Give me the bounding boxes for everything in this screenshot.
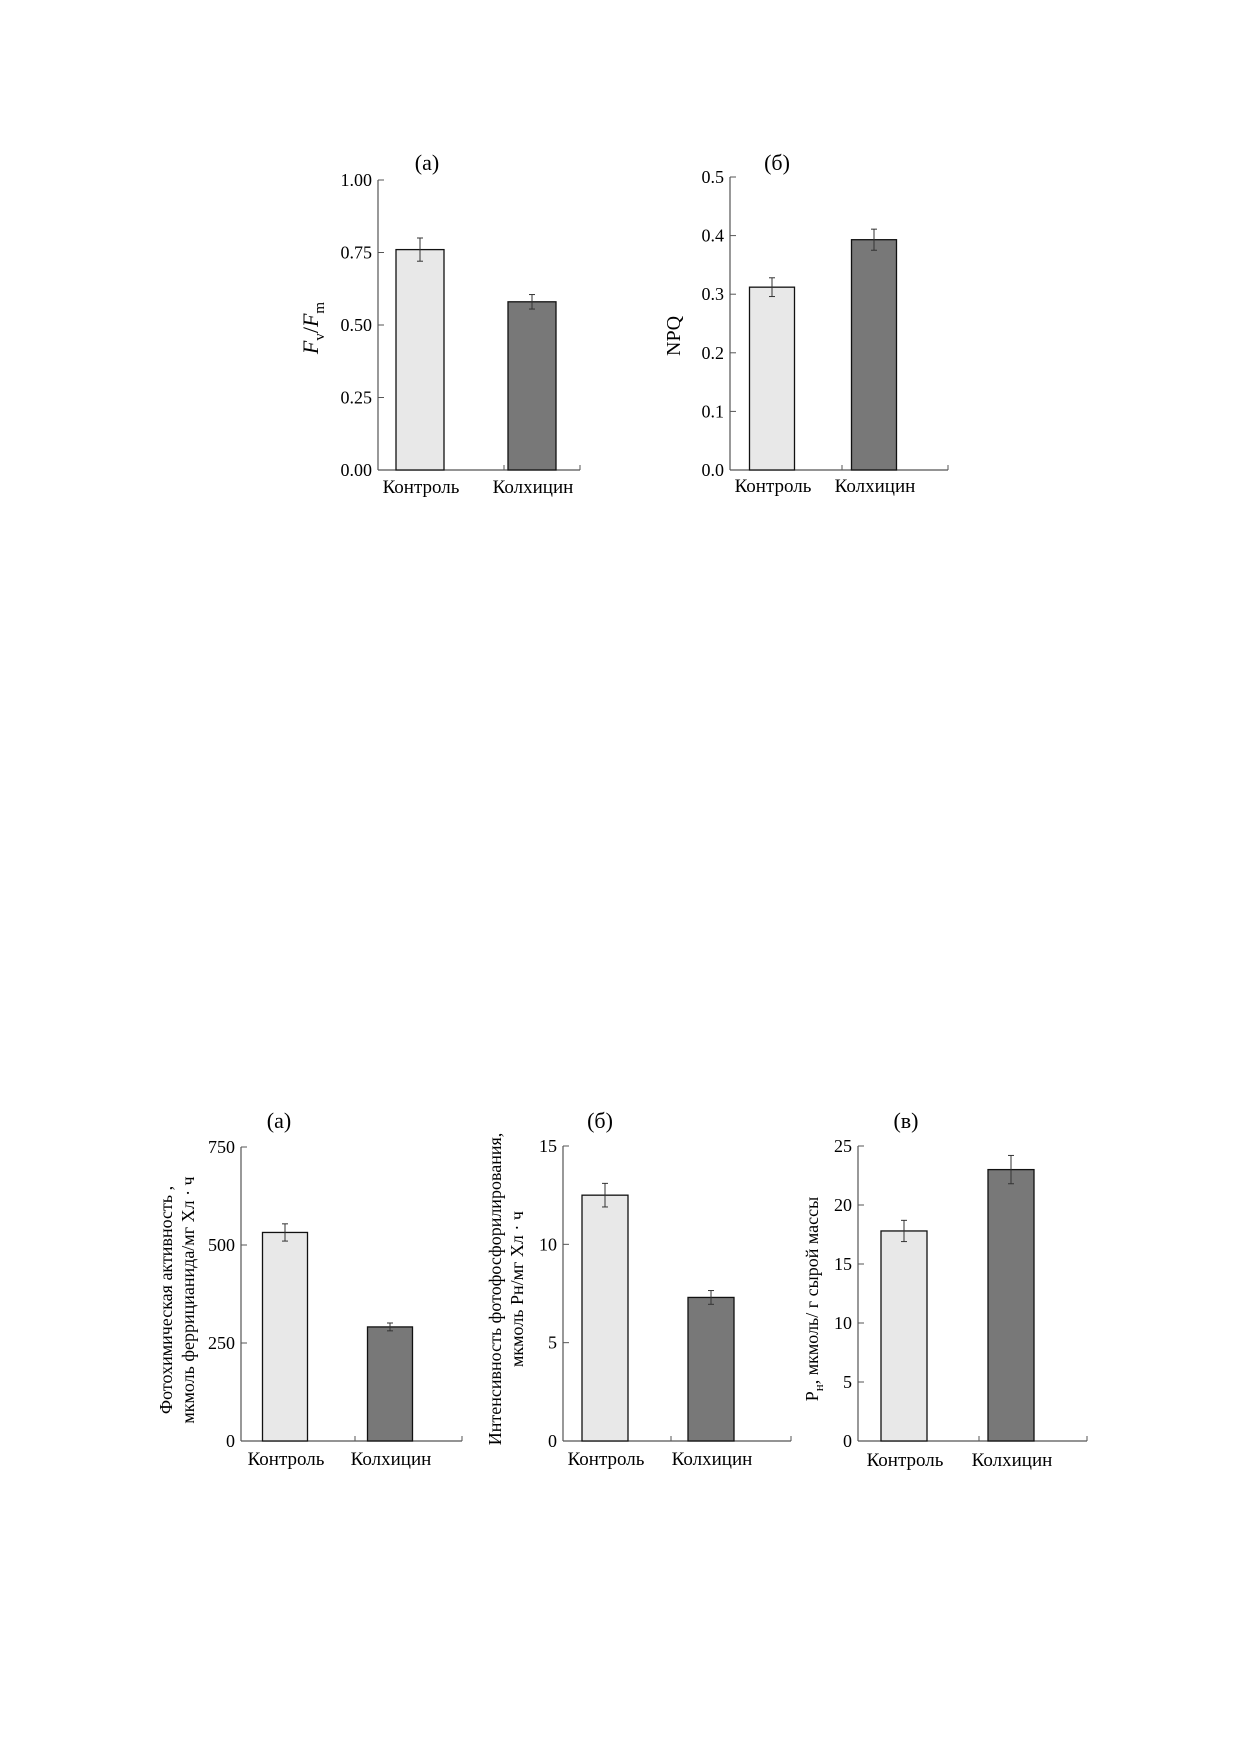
y-tick-label: 10 [539, 1234, 557, 1254]
category-label: Колхицин [493, 477, 574, 498]
y-tick-label: 0 [548, 1431, 557, 1451]
y-tick-label: 25 [834, 1136, 852, 1156]
y-tick-label: 0.5 [702, 167, 725, 187]
y-tick-label: 5 [843, 1372, 852, 1392]
category-label: Контроль [568, 1449, 645, 1470]
y-tick-label: 10 [834, 1313, 852, 1333]
plot-area: 0.0 0.1 0.2 0.3 0.4 0.5 Контроль Колхицин [702, 167, 949, 497]
y-axis-label: Рн, мкмоль/ г сырой массы [802, 1197, 826, 1401]
y-tick-label: 0 [843, 1431, 852, 1451]
category-label: Колхицин [972, 1450, 1053, 1471]
y-tick-label: 15 [834, 1254, 852, 1274]
y-axis-label: Fv/Fm [298, 302, 328, 356]
y-tick-label: 0.2 [702, 343, 725, 363]
chart-title: (а) [267, 1108, 291, 1133]
bar [507, 301, 557, 471]
chart-photochemical-activity: (а) Фотохимическая активность , мкмоль ф… [156, 1108, 463, 1470]
y-axis-label: Фотохимическая активность , мкмоль ферри… [156, 1176, 198, 1423]
y-tick-label: 0 [226, 1431, 235, 1451]
chart-title: (в) [893, 1108, 918, 1133]
bar [987, 1168, 1035, 1442]
y-tick-label: 0.75 [341, 243, 373, 263]
y-tick-label: 250 [208, 1333, 235, 1353]
y-tick-label: 500 [208, 1235, 235, 1255]
y-tick-label: 0.4 [702, 226, 725, 246]
chart-photophosphorylation: (б) Интенсивность фотофосфорилирования, … [485, 1108, 792, 1470]
y-tick-label: 5 [548, 1333, 557, 1353]
bar [687, 1296, 735, 1442]
bar [366, 1326, 414, 1442]
y-tick-label: 0.1 [702, 401, 725, 421]
ylabel-sub: н [811, 1384, 826, 1391]
y-tick-label: 0.00 [341, 460, 373, 480]
plot-area: 0 5 10 15 20 25 Контроль Колхицин [834, 1136, 1088, 1471]
ylabel-rest: , мкмоль/ г сырой массы [802, 1197, 822, 1384]
y-tick-label: 0.3 [702, 284, 725, 304]
y-axis-label: Интенсивность фотофосфорилирования, мкмо… [485, 1133, 527, 1445]
plot-area: 0.00 0.25 0.50 0.75 1.00 Контроль Колхицин [341, 170, 581, 498]
bar [581, 1194, 629, 1442]
y-tick-label: 750 [208, 1137, 235, 1157]
y-axis-label: NPQ [663, 315, 685, 356]
category-label: Колхицин [835, 476, 916, 497]
y-tick-label: 0.25 [341, 388, 373, 408]
y-tick-label: 0.50 [341, 315, 373, 335]
bar [880, 1230, 928, 1442]
bar [748, 286, 796, 471]
bar [261, 1231, 309, 1442]
y-tick-label: 1.00 [341, 170, 373, 190]
category-label: Контроль [383, 477, 460, 498]
plot-area: 0 5 10 15 Контроль Колхицин [539, 1136, 792, 1470]
svg-text:Fv/Fm: Fv/Fm [298, 302, 328, 356]
bar [395, 248, 445, 471]
bar [850, 239, 898, 471]
y-tick-label: 0.0 [702, 460, 725, 480]
ylabel-f-m: F [298, 313, 323, 328]
y-axis-label-line1: Фотохимическая активность , [156, 1186, 176, 1414]
y-axis-label-line2: мкмоль Рн/мг Хл · ч [507, 1211, 527, 1367]
y-axis-label-line1: Интенсивность фотофосфорилирования, [485, 1133, 505, 1445]
ylabel-f-v: F [298, 340, 323, 355]
category-label: Контроль [248, 1449, 325, 1470]
chart-npq: (б) NPQ 0.0 0.1 0.2 0.3 0.4 0.5 Контроль Колхиц… [663, 150, 949, 497]
ylabel-sub-v: v [312, 333, 328, 341]
chart-title: (б) [587, 1108, 613, 1133]
category-label: Контроль [735, 476, 812, 497]
ylabel-sub-m: m [312, 302, 328, 314]
chart-inorganic-phosphate: (в) Рн, мкмоль/ г сырой массы 0 5 10 15 20 25… [802, 1108, 1088, 1471]
ylabel-main: Р [802, 1391, 822, 1401]
category-label: Колхицин [351, 1449, 432, 1470]
category-label: Колхицин [672, 1449, 753, 1470]
category-label: Контроль [867, 1450, 944, 1471]
plot-area: 0 250 500 750 Контроль Колхицин [208, 1137, 463, 1470]
chart-title: (б) [764, 150, 790, 175]
ylabel-separator: / [298, 326, 323, 333]
chart-title: (а) [415, 150, 439, 175]
y-tick-label: 20 [834, 1195, 852, 1215]
y-tick-label: 15 [539, 1136, 557, 1156]
y-axis-label-line2: мкмоль феррицианида/мг Хл · ч [178, 1176, 198, 1423]
